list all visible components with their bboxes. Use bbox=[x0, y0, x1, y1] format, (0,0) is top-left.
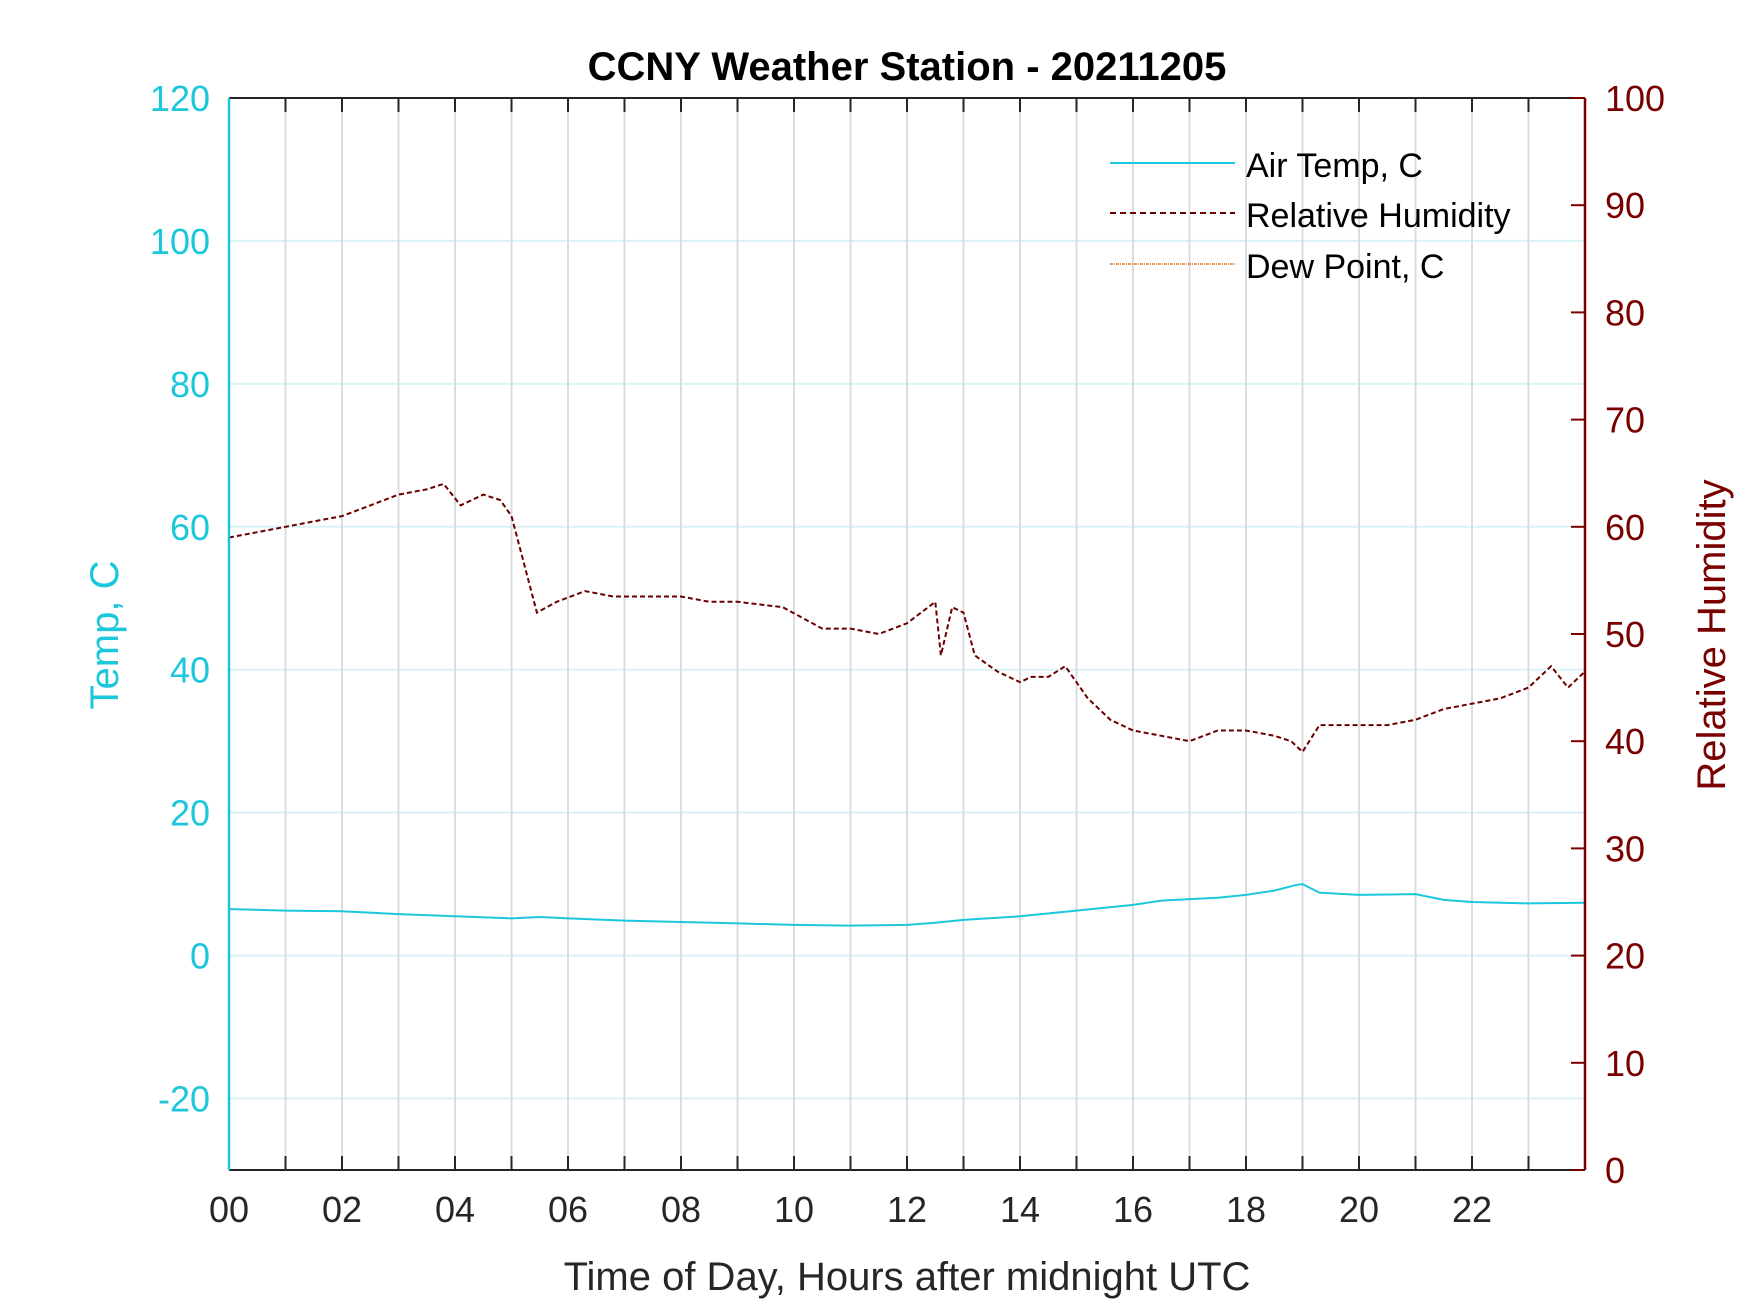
y-left-tick-label: 40 bbox=[170, 650, 210, 691]
legend-label-dew-point: Dew Point, C bbox=[1246, 248, 1444, 286]
axes-layer bbox=[227, 97, 1587, 1171]
y-axis-right-label: Relative Humidity bbox=[1690, 479, 1734, 790]
series-line-air-temp bbox=[228, 883, 1586, 927]
y-right-tick-label: 80 bbox=[1605, 292, 1645, 333]
x-tick-label: 06 bbox=[548, 1189, 588, 1230]
x-tick-label: 16 bbox=[1113, 1189, 1153, 1230]
y-left-tick-label: 60 bbox=[170, 507, 210, 548]
x-tick-label: 10 bbox=[774, 1189, 814, 1230]
legend-label-relative-humidity: Relative Humidity bbox=[1246, 197, 1511, 235]
x-tick-label: 22 bbox=[1452, 1189, 1492, 1230]
grid-layer bbox=[229, 97, 1585, 1170]
y-right-tick-label: 70 bbox=[1605, 400, 1645, 441]
x-tick-label: 12 bbox=[887, 1189, 927, 1230]
y-right-tick-label: 30 bbox=[1605, 828, 1645, 869]
chart-title: CCNY Weather Station - 20211205 bbox=[588, 45, 1227, 89]
y-right-tick-label: 20 bbox=[1605, 936, 1645, 977]
y-right-tick-label: 0 bbox=[1605, 1150, 1625, 1191]
y-axis-left-label: Temp, C bbox=[83, 561, 127, 710]
x-tick-label: 18 bbox=[1226, 1189, 1266, 1230]
x-axis-label: Time of Day, Hours after midnight UTC bbox=[564, 1255, 1251, 1299]
y-left-tick-label: -20 bbox=[158, 1079, 210, 1120]
y-right-tick-label: 60 bbox=[1605, 507, 1645, 548]
x-tick-label: 08 bbox=[661, 1189, 701, 1230]
y-left-tick-label: 0 bbox=[190, 936, 210, 977]
x-tick-label: 20 bbox=[1339, 1189, 1379, 1230]
legend: Air Temp, C Relative Humidity Dew Point,… bbox=[1110, 147, 1511, 286]
y-right-tick-label: 100 bbox=[1605, 78, 1665, 119]
y-left-tick-label: 20 bbox=[170, 793, 210, 834]
y-right-tick-label: 50 bbox=[1605, 614, 1645, 655]
x-tick-label: 04 bbox=[435, 1189, 475, 1230]
tick-label-layer: 00 02 04 06 08 10 12 14 16 18 20 22-200204060801001… bbox=[150, 78, 1665, 1230]
y-left-tick-label: 80 bbox=[170, 364, 210, 405]
y-left-tick-label: 100 bbox=[150, 221, 210, 262]
y-left-tick-label: 120 bbox=[150, 78, 210, 119]
x-tick-label: 00 bbox=[209, 1189, 249, 1230]
x-tick-label: 14 bbox=[1000, 1189, 1040, 1230]
x-tick-label: 02 bbox=[322, 1189, 362, 1230]
y-right-tick-label: 40 bbox=[1605, 721, 1645, 762]
series-layer bbox=[228, 482, 1586, 927]
legend-label-air-temp: Air Temp, C bbox=[1246, 147, 1423, 185]
y-right-tick-label: 10 bbox=[1605, 1043, 1645, 1084]
y-right-tick-label: 90 bbox=[1605, 185, 1645, 226]
